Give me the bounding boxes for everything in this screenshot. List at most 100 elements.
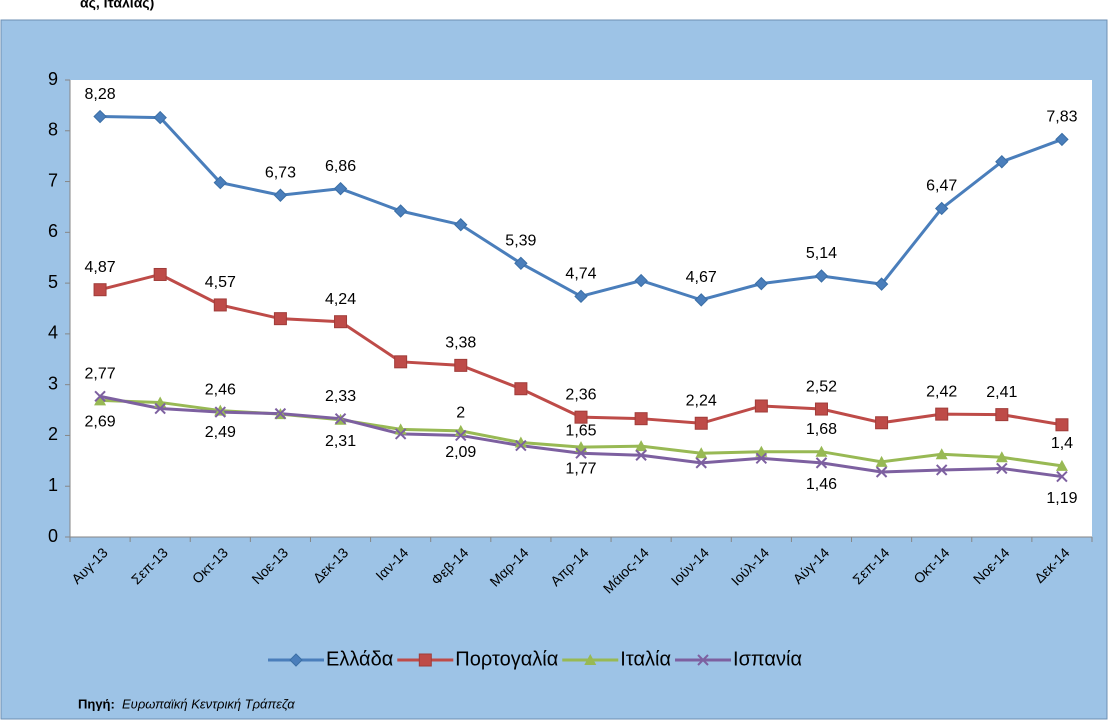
data-label: 4,57 (205, 274, 236, 291)
data-label: 6,73 (265, 164, 296, 181)
marker (454, 358, 468, 372)
data-label: 2,42 (926, 383, 957, 400)
data-label: 3,38 (445, 335, 476, 352)
marker (454, 218, 468, 232)
marker (995, 451, 1008, 463)
marker (394, 428, 407, 440)
legend-marker (584, 654, 597, 665)
marker (574, 410, 588, 424)
legend-label: Ιταλία (620, 648, 671, 670)
marker (935, 448, 948, 460)
marker (1055, 459, 1068, 471)
data-label: 2,36 (565, 386, 596, 403)
y-tick-label: 9 (48, 69, 58, 89)
marker (334, 315, 348, 329)
legend-marker (289, 653, 303, 667)
marker (815, 457, 828, 469)
marker (635, 440, 648, 452)
source-label: Πηγή: (78, 696, 115, 711)
marker (1056, 470, 1068, 483)
legend-marker (418, 653, 432, 667)
marker (213, 175, 228, 190)
marker (996, 462, 1008, 475)
y-tick-label: 8 (48, 120, 58, 140)
marker (93, 283, 107, 297)
marker (814, 269, 829, 283)
data-label: 2,31 (325, 433, 356, 450)
data-label: 2,49 (205, 424, 236, 441)
marker (94, 390, 106, 403)
marker (694, 416, 708, 430)
marker (214, 406, 227, 418)
marker (815, 445, 828, 457)
marker (213, 298, 227, 312)
marker (274, 407, 287, 420)
legend-marker (697, 654, 709, 666)
marker (273, 312, 287, 326)
marker (1055, 418, 1069, 432)
legend-label: Πορτογαλία (455, 648, 558, 670)
data-label: 6,47 (926, 178, 957, 195)
data-label: 2,77 (84, 366, 115, 383)
marker (514, 382, 528, 396)
legend-label: Ισπανία (733, 648, 802, 670)
y-tick-label: 6 (48, 221, 58, 241)
marker (754, 399, 768, 413)
marker (93, 109, 107, 124)
data-label: 1,46 (806, 476, 837, 493)
data-label: 1,19 (1046, 490, 1077, 507)
marker (754, 276, 769, 291)
marker (875, 416, 889, 430)
y-tick-label: 1 (48, 475, 58, 495)
marker (695, 447, 708, 459)
data-label: 2,69 (84, 414, 115, 431)
data-label: 8,28 (84, 86, 115, 103)
marker (154, 402, 166, 415)
y-tick-label: 0 (48, 526, 58, 546)
marker (694, 293, 708, 307)
data-label: 6,86 (325, 158, 356, 175)
marker (935, 464, 948, 476)
marker (695, 457, 707, 469)
y-tick-label: 7 (48, 170, 58, 190)
marker (455, 429, 467, 442)
data-label: 2,46 (205, 381, 236, 398)
y-tick-label: 4 (48, 323, 58, 343)
marker (273, 188, 288, 202)
y-tick-label: 5 (48, 272, 58, 292)
source: Ευρωπαϊκή Κεντρική Τράπεζα (122, 696, 295, 711)
marker (94, 394, 107, 406)
marker (514, 256, 528, 271)
data-label: 2,24 (686, 392, 717, 409)
data-label: 4,74 (565, 266, 596, 283)
marker (875, 466, 888, 478)
data-label: 5,14 (806, 245, 837, 262)
marker (514, 436, 527, 448)
data-label: 2,41 (986, 384, 1017, 401)
chart-title: ας, Ιταλίας) (80, 0, 154, 11)
data-label: 1,77 (565, 460, 596, 477)
marker (634, 273, 648, 288)
data-label: 1,4 (1051, 435, 1073, 452)
marker (575, 447, 587, 459)
marker (393, 204, 408, 218)
data-label: 5,39 (505, 233, 536, 250)
marker (874, 277, 889, 291)
data-label: 1,65 (565, 422, 596, 439)
marker (574, 289, 588, 304)
data-label: 2,09 (445, 444, 476, 461)
marker (634, 412, 648, 426)
data-label: 7,83 (1046, 109, 1077, 126)
marker (935, 407, 949, 421)
marker (214, 404, 227, 416)
data-label: 4,87 (84, 259, 115, 276)
marker (394, 355, 408, 369)
data-label: 2 (456, 405, 465, 422)
data-label: 4,67 (686, 269, 717, 286)
marker (934, 201, 949, 216)
marker (995, 408, 1009, 422)
marker (1055, 132, 1069, 147)
marker (995, 155, 1009, 169)
